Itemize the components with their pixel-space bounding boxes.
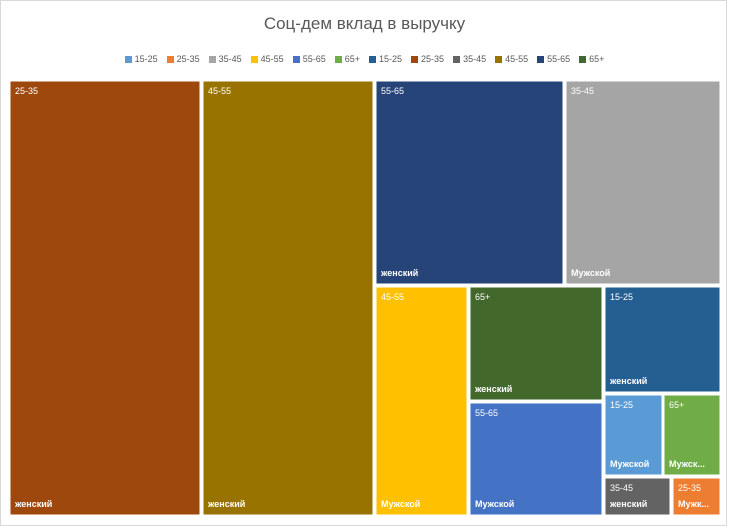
tile-age-label: 35-45 — [571, 86, 594, 96]
legend-swatch — [453, 55, 461, 63]
tile-age-label: 55-65 — [475, 408, 498, 418]
treemap-tile: 55-65 женский — [375, 80, 564, 285]
treemap-rect — [672, 477, 721, 516]
legend-entry: 65+ — [334, 54, 360, 64]
tile-category-label: женский — [609, 499, 647, 509]
tile-category-label: Мужской — [610, 459, 649, 469]
tile-category-label: женский — [380, 268, 418, 278]
tile-category-label: женский — [14, 499, 52, 509]
tile-age-label: 25-35 — [678, 483, 701, 493]
legend-swatch — [537, 55, 545, 63]
legend-label: 35-45 — [463, 54, 487, 64]
legend-swatch — [292, 55, 300, 63]
treemap-rect — [375, 80, 564, 285]
treemap-rect — [469, 402, 603, 516]
treemap-rect — [565, 80, 721, 285]
legend-label: 65+ — [344, 54, 360, 64]
legend-swatch — [411, 55, 419, 63]
treemap-tile: 15-25 женский — [604, 286, 721, 393]
tile-category-label: женский — [609, 376, 647, 386]
legend-entry: 55-65 — [537, 54, 570, 64]
tile-age-label: 45-55 — [381, 292, 404, 302]
tile-age-label: 45-55 — [208, 86, 231, 96]
treemap-tile: 25-35 женский — [9, 80, 201, 516]
legend-entry: 55-65 — [292, 54, 326, 64]
tile-age-label: 65+ — [669, 400, 684, 410]
legend-label: 65+ — [589, 54, 605, 64]
legend-entry: 15-25 — [369, 54, 402, 64]
treemap-tile: 15-25 Мужской — [604, 394, 663, 476]
treemap-rect — [604, 477, 671, 516]
tile-category-label: женский — [474, 384, 512, 394]
treemap-rect — [375, 286, 468, 516]
tile-category-label: Мужск... — [669, 459, 705, 469]
legend-entry: 45-55 — [250, 54, 284, 64]
legend-swatch — [250, 55, 258, 63]
tile-age-label: 15-25 — [610, 292, 633, 302]
legend-entry: 25-35 — [166, 54, 200, 64]
treemap-tile: 25-35 Мужк... — [672, 477, 721, 516]
legend-label: 25-35 — [421, 54, 445, 64]
legend-swatch — [369, 55, 376, 63]
tile-age-label: 15-25 — [610, 400, 633, 410]
treemap-tile: 55-65 Мужской — [469, 402, 603, 516]
tile-category-label: Мужской — [475, 499, 514, 509]
tile-age-label: 55-65 — [381, 86, 404, 96]
legend-swatch — [495, 55, 503, 63]
treemap-rect — [469, 286, 603, 401]
tile-category-label: Мужской — [381, 499, 420, 509]
legend-entry: 35-45 — [453, 54, 486, 64]
legend-label: 55-65 — [302, 54, 326, 64]
legend-entry: 65+ — [579, 54, 604, 64]
treemap-rect — [604, 394, 663, 476]
tile-category-label: Мужк... — [678, 499, 709, 509]
legend-label: 35-45 — [218, 54, 242, 64]
legend-swatch — [579, 55, 587, 63]
legend-entry: 45-55 — [495, 54, 528, 64]
tile-category-label: Мужской — [571, 268, 610, 278]
legend-entry: 35-45 — [208, 54, 242, 64]
treemap-rect — [663, 394, 721, 476]
legend-label: 45-55 — [260, 54, 284, 64]
treemap-tile: 45-55 женский — [202, 80, 374, 516]
legend-label: 15-25 — [134, 54, 158, 64]
treemap-rect — [9, 80, 201, 516]
tile-age-label: 25-35 — [15, 86, 38, 96]
legend-swatch — [208, 55, 216, 63]
treemap-tile: 65+ Мужск... — [663, 394, 721, 476]
legend-entry: 15-25 — [124, 54, 158, 64]
legend-swatch — [166, 55, 174, 63]
treemap-tile: 45-55 Мужской — [375, 286, 468, 516]
legend-swatch — [334, 55, 342, 63]
tile-age-label: 35-45 — [610, 483, 633, 493]
legend-label: 45-55 — [505, 54, 529, 64]
treemap-tile: 35-45 женский — [604, 477, 671, 516]
chart-legend: 15-25 25-35 35-45 45-55 55-65 65+ 15-25 25-35 35… — [0, 52, 729, 66]
treemap-tile: 35-45 Мужской — [565, 80, 721, 285]
tile-age-label: 65+ — [475, 292, 490, 302]
legend-entry: 25-35 — [411, 54, 444, 64]
treemap-rect — [202, 80, 374, 516]
legend-swatch — [124, 55, 132, 63]
legend-label: 25-35 — [176, 54, 200, 64]
tile-category-label: женский — [207, 499, 245, 509]
legend-label: 15-25 — [379, 54, 403, 64]
legend-label: 55-65 — [547, 54, 571, 64]
chart-title: Соц-дем вклад в выручку — [263, 14, 466, 33]
treemap-rect — [604, 286, 721, 393]
treemap-tile: 65+ женский — [469, 286, 603, 401]
